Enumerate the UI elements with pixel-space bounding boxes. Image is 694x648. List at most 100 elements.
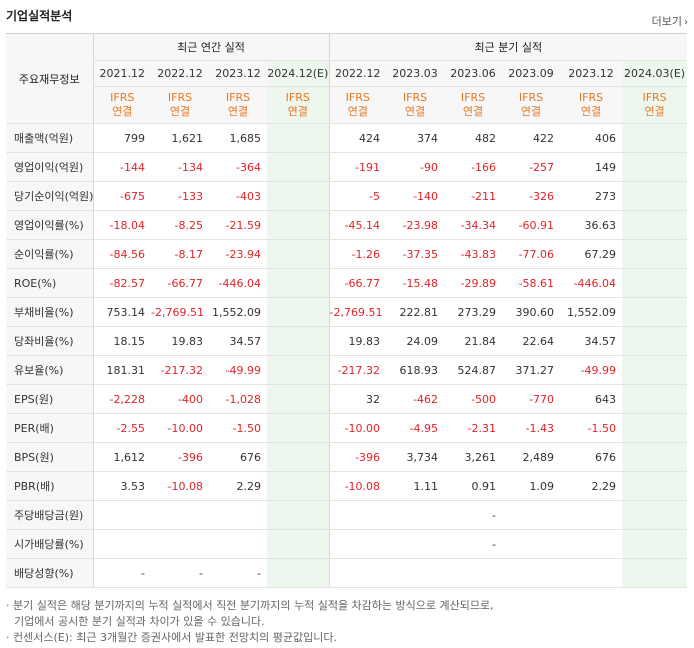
value-cell bbox=[622, 268, 688, 298]
value-cell: -396 bbox=[328, 442, 387, 472]
value-cell bbox=[267, 297, 330, 327]
value-cell: 482 bbox=[444, 123, 503, 153]
row-label: 당좌비율(%) bbox=[6, 326, 93, 356]
basis-standard: IFRS bbox=[460, 91, 486, 104]
value-cell: -2.55 bbox=[92, 413, 151, 443]
value-cell: -45.14 bbox=[328, 210, 387, 240]
value-cell: 222.81 bbox=[386, 297, 445, 327]
row-label: 유보율(%) bbox=[6, 355, 93, 385]
value-cell: -77.06 bbox=[502, 239, 561, 269]
period-header: 2023.12 bbox=[209, 60, 267, 87]
value-cell: -134 bbox=[151, 152, 209, 182]
period-header: 2024.03(E) bbox=[622, 60, 688, 87]
value-cell: 371.27 bbox=[502, 355, 561, 385]
more-link[interactable]: 더보기 › bbox=[652, 13, 688, 29]
value-cell: 3.53 bbox=[92, 471, 151, 501]
value-cell: -15.48 bbox=[386, 268, 445, 298]
value-cell: -1.50 bbox=[209, 413, 267, 443]
value-cell: -217.32 bbox=[328, 355, 387, 385]
value-cell: 374 bbox=[386, 123, 445, 153]
value-cell: 3,734 bbox=[386, 442, 445, 472]
basis-header: IFRS 연결 bbox=[386, 86, 445, 124]
value-cell: -58.61 bbox=[502, 268, 561, 298]
row-label: 부채비율(%) bbox=[6, 297, 93, 327]
annual-group-header: 최근 연간 실적 bbox=[92, 33, 330, 61]
value-cell bbox=[267, 529, 330, 559]
value-cell: -2,769.51 bbox=[328, 297, 387, 327]
period-header: 2023.03 bbox=[386, 60, 445, 87]
value-cell: - bbox=[209, 558, 267, 588]
value-cell: 2.29 bbox=[209, 471, 267, 501]
value-cell: 643 bbox=[560, 384, 623, 414]
value-cell bbox=[622, 529, 688, 559]
value-cell: -144 bbox=[92, 152, 151, 182]
value-cell: -500 bbox=[444, 384, 503, 414]
period-header: 2022.12 bbox=[151, 60, 209, 87]
value-cell: 22.64 bbox=[502, 326, 561, 356]
basis-header: IFRS 연결 bbox=[151, 86, 209, 124]
value-cell bbox=[560, 529, 623, 559]
period-header: 2022.12 bbox=[328, 60, 387, 87]
value-cell: 273.29 bbox=[444, 297, 503, 327]
value-cell bbox=[622, 152, 688, 182]
basis-header: IFRS 연결 bbox=[502, 86, 561, 124]
row-label: PER(배) bbox=[6, 413, 93, 443]
value-cell: -23.98 bbox=[386, 210, 445, 240]
value-cell: 67.29 bbox=[560, 239, 623, 269]
value-cell: 406 bbox=[560, 123, 623, 153]
basis-scope: 연결 bbox=[169, 105, 191, 118]
value-cell bbox=[92, 529, 151, 559]
value-cell bbox=[622, 384, 688, 414]
value-cell: 24.09 bbox=[386, 326, 445, 356]
basis-scope: 연결 bbox=[462, 105, 484, 118]
value-cell bbox=[92, 500, 151, 530]
value-cell: -8.17 bbox=[151, 239, 209, 269]
value-cell: 799 bbox=[92, 123, 151, 153]
basis-standard: IFRS bbox=[110, 91, 135, 104]
period-header: 2024.12(E) bbox=[267, 60, 330, 87]
value-cell: -191 bbox=[328, 152, 387, 182]
value-cell: 524.87 bbox=[444, 355, 503, 385]
value-cell: -34.34 bbox=[444, 210, 503, 240]
value-cell bbox=[267, 268, 330, 298]
value-cell: -8.25 bbox=[151, 210, 209, 240]
value-cell bbox=[328, 558, 387, 588]
value-cell: -326 bbox=[502, 181, 561, 211]
basis-standard: IFRS bbox=[167, 91, 193, 104]
value-cell: -133 bbox=[151, 181, 209, 211]
value-cell: -217.32 bbox=[151, 355, 209, 385]
row-label-header: 주요재무정보 bbox=[6, 33, 93, 124]
section-title: 기업실적분석 bbox=[6, 9, 73, 23]
table-row: PER(배) -2.55 -10.00 -1.50 -10.00 -4.95 -2.31 -1… bbox=[6, 413, 688, 443]
value-cell: 618.93 bbox=[386, 355, 445, 385]
row-label: 시가배당률(%) bbox=[6, 529, 93, 559]
basis-standard: IFRS bbox=[285, 91, 310, 104]
value-cell: -1.50 bbox=[560, 413, 623, 443]
value-cell: -446.04 bbox=[560, 268, 623, 298]
basis-header: IFRS 연결 bbox=[622, 86, 688, 124]
value-cell bbox=[267, 384, 330, 414]
value-cell: -400 bbox=[151, 384, 209, 414]
basis-standard: IFRS bbox=[518, 91, 544, 104]
value-cell: -60.91 bbox=[502, 210, 561, 240]
value-cell: 1,552.09 bbox=[209, 297, 267, 327]
value-cell: 1,612 bbox=[92, 442, 151, 472]
value-cell: - bbox=[151, 558, 209, 588]
basis-header: IFRS 연결 bbox=[444, 86, 503, 124]
value-cell bbox=[267, 181, 330, 211]
basis-header: IFRS 연결 bbox=[328, 86, 387, 124]
basis-scope: 연결 bbox=[112, 105, 133, 118]
value-cell: -43.83 bbox=[444, 239, 503, 269]
period-header: 2023.12 bbox=[560, 60, 623, 87]
value-cell bbox=[267, 239, 330, 269]
more-label: 더보기 bbox=[651, 15, 682, 28]
table-row: ROE(%) -82.57 -66.77 -446.04 -66.77 -15.48 -29… bbox=[6, 268, 688, 298]
value-cell bbox=[560, 558, 623, 588]
basis-header: IFRS 연결 bbox=[92, 86, 151, 124]
basis-scope: 연결 bbox=[580, 105, 602, 118]
value-cell: -18.04 bbox=[92, 210, 151, 240]
row-label: BPS(원) bbox=[6, 442, 93, 472]
basis-standard: IFRS bbox=[578, 91, 604, 104]
value-cell: -1.43 bbox=[502, 413, 561, 443]
period-header: 2023.09 bbox=[502, 60, 561, 87]
